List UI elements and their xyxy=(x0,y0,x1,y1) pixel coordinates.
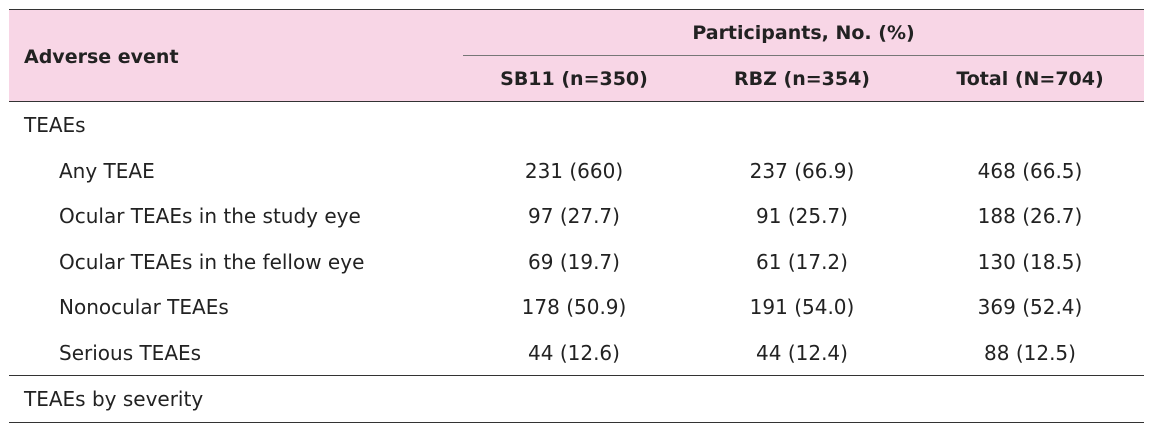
cell-total: 468 (66.5) xyxy=(977,158,1083,183)
row-label: Any TEAE xyxy=(59,158,155,183)
table-row: Any TEAE 231 (660) 237 (66.9) 468 (66.5) xyxy=(9,148,1144,194)
column-header-total: Total (N=704) xyxy=(956,68,1104,90)
section-row-teaes: TEAEs xyxy=(9,102,1144,148)
cell-rbz: 237 (66.9) xyxy=(749,158,855,183)
cell-sb11: 97 (27.7) xyxy=(528,204,620,228)
section-title: TEAEs xyxy=(24,113,86,137)
cell-total: 130 (18.5) xyxy=(977,249,1083,274)
adverse-events-table: Adverse event Participants, No. (%) SB11… xyxy=(9,9,1144,423)
table-row: Ocular TEAEs in the fellow eye 69 (19.7)… xyxy=(9,239,1144,285)
adverse-event-header: Adverse event xyxy=(24,46,179,68)
table-row: Nonocular TEAEs 178 (50.9) 191 (54.0) 36… xyxy=(9,284,1144,330)
cell-sb11: 178 (50.9) xyxy=(521,295,627,319)
section-title: TEAEs by severity xyxy=(24,387,204,411)
cell-rbz: 191 (54.0) xyxy=(749,295,855,319)
participants-group-header: Participants, No. (%) xyxy=(692,22,915,44)
row-label: Ocular TEAEs in the fellow eye xyxy=(59,249,365,274)
column-header-rbz: RBZ (n=354) xyxy=(734,68,870,90)
cell-rbz: 91 (25.7) xyxy=(756,204,848,228)
cell-rbz: 61 (17.2) xyxy=(756,249,848,274)
table-row: Serious TEAEs 44 (12.6) 44 (12.4) 88 (12… xyxy=(9,330,1144,376)
row-label: Nonocular TEAEs xyxy=(59,295,229,319)
section-row-teaes-by-severity: TEAEs by severity xyxy=(9,376,1144,423)
cell-sb11: 231 (660) xyxy=(524,158,624,183)
table-header: Adverse event Participants, No. (%) SB11… xyxy=(9,9,1144,102)
cell-total: 188 (26.7) xyxy=(977,204,1083,228)
cell-sb11: 44 (12.6) xyxy=(528,340,620,365)
cell-rbz: 44 (12.4) xyxy=(756,340,848,365)
cell-total: 88 (12.5) xyxy=(984,340,1076,365)
table-row: Ocular TEAEs in the study eye 97 (27.7) … xyxy=(9,193,1144,239)
row-label: Serious TEAEs xyxy=(59,340,202,365)
header-divider xyxy=(463,55,1144,56)
cell-sb11: 69 (19.7) xyxy=(528,249,620,274)
row-label: Ocular TEAEs in the study eye xyxy=(59,204,361,228)
column-header-sb11: SB11 (n=350) xyxy=(500,68,648,90)
cell-total: 369 (52.4) xyxy=(977,295,1083,319)
